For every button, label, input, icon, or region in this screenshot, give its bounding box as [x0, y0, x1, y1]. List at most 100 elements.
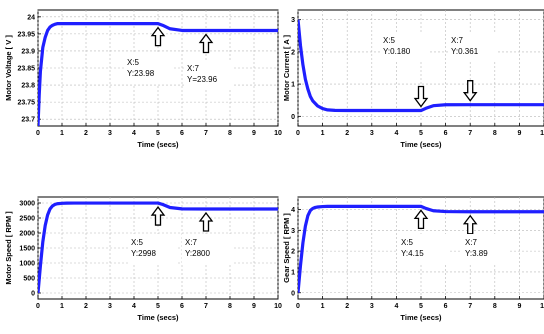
x-tick-label: 3 — [370, 303, 374, 310]
annotation-box — [128, 234, 178, 264]
annotation-x-label: X:5 — [401, 238, 414, 247]
annotation-x-label: X:5 — [127, 58, 140, 67]
annotation-arrow-icon — [413, 85, 429, 108]
annotation-x-label: X:7 — [451, 36, 464, 45]
annotation-y-label: Y:23.98 — [127, 69, 155, 78]
x-tick-label: 2 — [345, 303, 349, 310]
x-axis-label: Time (secs) — [137, 313, 179, 322]
y-tick-label: 2 — [291, 249, 295, 256]
data-tip-1: X:5 Y:23.98 — [124, 26, 174, 84]
x-tick-label: 2 — [84, 303, 88, 310]
annotation-arrow-icon — [198, 211, 214, 232]
y-tick-label: 4 — [291, 207, 295, 214]
x-tick-label: 0 — [36, 130, 40, 137]
annotation-arrow-icon — [150, 205, 166, 226]
annotation-x-label: X:5 — [383, 36, 396, 45]
x-axis-label: Time (secs) — [400, 140, 442, 149]
annotation-box — [124, 54, 174, 84]
x-tick-label: 9 — [517, 303, 521, 310]
y-tick-label: 23.75 — [17, 100, 35, 107]
chart-panel-4: 01234567891001234Time (secs)Gear Speed [… — [282, 196, 544, 322]
annotation-y-label: Y:0.361 — [451, 47, 479, 56]
x-tick-label: 9 — [252, 303, 256, 310]
annotation-arrow-icon — [413, 209, 429, 230]
x-tick-label: 8 — [228, 303, 232, 310]
x-tick-label: 1 — [321, 130, 325, 137]
annotation-arrow-icon — [462, 80, 478, 102]
x-tick-label: 7 — [204, 130, 208, 137]
y-tick-label: 500 — [23, 276, 35, 283]
y-axis-label: Motor Voltage [ V ] — [4, 35, 13, 101]
annotation-y-label: Y:2800 — [185, 249, 210, 258]
y-tick-label: 23.9 — [21, 48, 35, 55]
x-tick-label: 6 — [180, 303, 184, 310]
y-tick-label: 0 — [31, 291, 35, 298]
x-tick-label: 0 — [36, 303, 40, 310]
x-tick-label: 8 — [493, 303, 497, 310]
x-tick-label: 7 — [468, 303, 472, 310]
x-tick-label: 5 — [419, 303, 423, 310]
series-line — [298, 204, 544, 293]
x-tick-label: 1 — [60, 303, 64, 310]
x-tick-label: 10 — [540, 303, 544, 310]
y-tick-label: 1500 — [19, 246, 35, 253]
data-tip-1: X:5 Y:4.15 — [398, 209, 448, 264]
data-tip-1: X:5 Y:0.180 — [380, 32, 429, 108]
annotation-y-label: Y:3.89 — [465, 249, 488, 258]
annotation-box — [182, 234, 232, 264]
annotation-box — [184, 60, 232, 90]
y-tick-label: 0 — [291, 114, 295, 121]
x-tick-label: 10 — [540, 130, 544, 137]
x-tick-label: 4 — [132, 130, 136, 137]
x-tick-label: 10 — [274, 130, 282, 137]
annotation-box — [398, 234, 448, 264]
x-tick-label: 5 — [156, 130, 160, 137]
series-line — [298, 19, 544, 113]
x-axis-label: Time (secs) — [400, 313, 442, 322]
chart-panel-1: 0 1 2 3 4 5 6 7 8 9 10 23.7 23.75 23.8 23.85 23.9 23.95 2… — [4, 9, 282, 149]
annotation-arrow-icon — [198, 33, 214, 54]
x-tick-label: 4 — [394, 303, 398, 310]
x-tick-label: 6 — [180, 130, 184, 137]
annotation-box — [462, 234, 508, 264]
x-tick-label: 1 — [60, 130, 64, 137]
chart-panel-3: 0 1 2 3 4 5 6 7 8 9 10 0 500 1000 1500 2000 2500 3000 Time… — [4, 196, 282, 322]
data-tip-2: X:7 Y:3.89 — [462, 214, 508, 264]
y-tick-label: 23.7 — [21, 117, 35, 124]
y-tick-label: 3 — [291, 228, 295, 235]
x-tick-label: 6 — [444, 130, 448, 137]
data-tip-2: X:7 Y=23.96 — [184, 33, 232, 90]
annotation-x-label: X:7 — [187, 64, 200, 73]
annotation-box — [448, 32, 498, 62]
x-tick-label: 2 — [84, 130, 88, 137]
x-tick-label: 4 — [394, 130, 398, 137]
y-tick-label: 1000 — [19, 261, 35, 268]
grid-lines — [297, 10, 544, 126]
annotation-y-label: Y:0.180 — [383, 47, 411, 56]
y-tick-label: 23.85 — [17, 66, 35, 73]
series-line — [38, 22, 278, 126]
annotation-x-label: X:5 — [131, 238, 144, 247]
x-tick-label: 7 — [204, 303, 208, 310]
y-tick-label: 1 — [291, 269, 295, 276]
annotation-y-label: Y=23.96 — [187, 75, 218, 84]
x-tick-label: 8 — [493, 130, 497, 137]
y-axis-label: Motor Speed [ RPM ] — [4, 211, 13, 285]
x-axis-label: Time (secs) — [137, 140, 179, 149]
x-tick-label: 5 — [419, 130, 423, 137]
data-tip-2: X:7 Y:2800 — [182, 211, 232, 264]
x-tick-label: 6 — [444, 303, 448, 310]
y-tick-label: 2500 — [19, 216, 35, 223]
y-axis-label: Motor Current [ A ] — [282, 34, 291, 101]
x-tick-label: 1 — [321, 303, 325, 310]
y-tick-label: 23.8 — [21, 83, 35, 90]
annotation-x-label: X:7 — [465, 238, 478, 247]
annotation-arrow-icon — [462, 214, 478, 235]
y-tick-label: 3000 — [19, 201, 35, 208]
x-tick-label: 3 — [108, 303, 112, 310]
x-tick-label: 8 — [228, 130, 232, 137]
annotation-x-label: X:7 — [185, 238, 198, 247]
y-tick-label: 0 — [291, 290, 295, 297]
y-tick-label: 2000 — [19, 231, 35, 238]
